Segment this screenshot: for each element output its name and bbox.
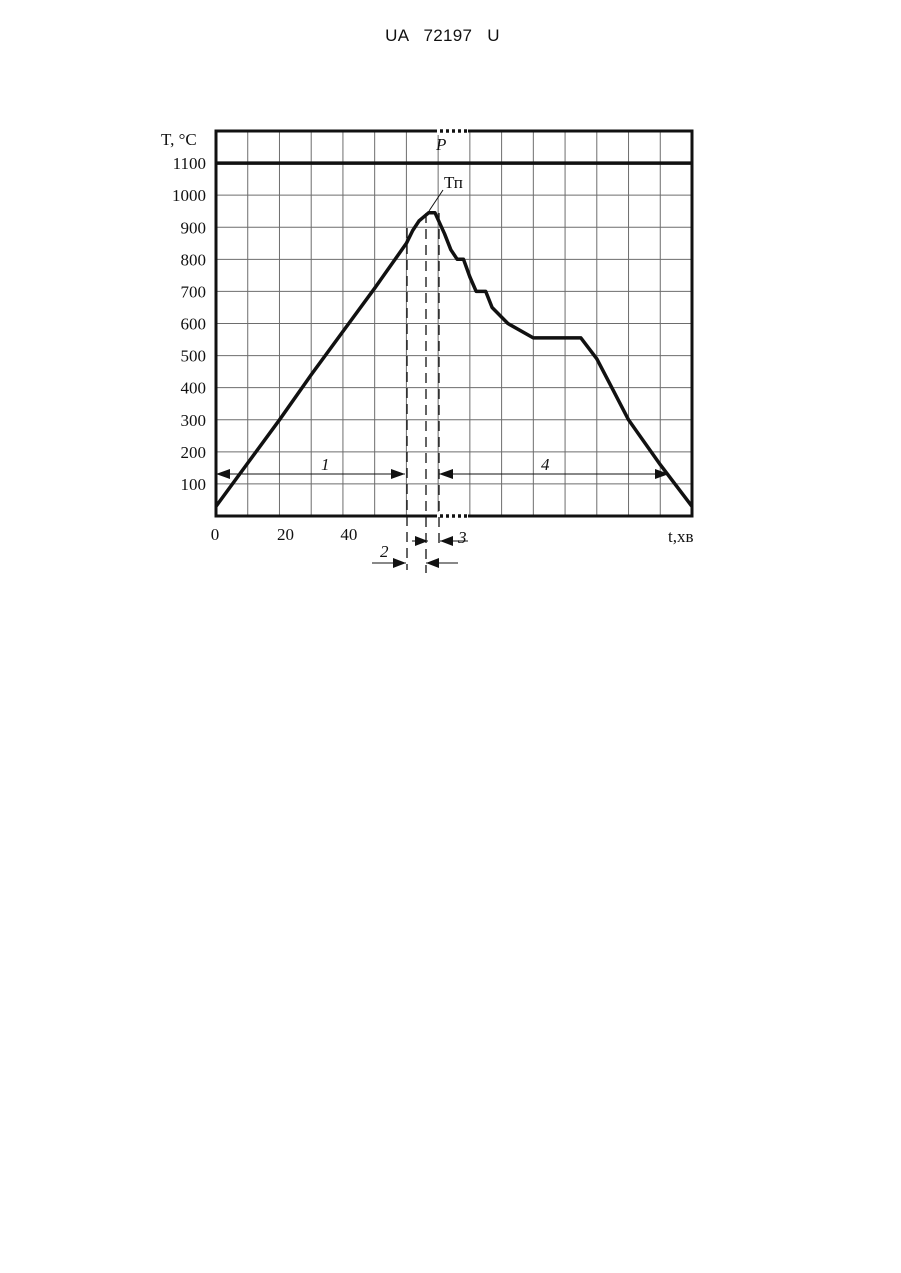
y-tick-label: 100	[181, 475, 207, 494]
x-tick-label: 40	[340, 525, 357, 544]
y-tick-label: 800	[181, 250, 207, 269]
chamber-label-p: P	[435, 135, 446, 154]
temperature-curve	[216, 213, 692, 507]
y-axis-label: T, °C	[161, 130, 197, 149]
arrow-left-icon	[216, 469, 230, 479]
stage-4-label: 4	[541, 455, 550, 474]
y-tick-label: 1100	[173, 154, 206, 173]
stage-1-label: 1	[321, 455, 330, 474]
arrow-right-icon	[391, 469, 405, 479]
x-axis-ticks: 0 20 40	[211, 525, 358, 544]
arrow-left-icon	[426, 558, 439, 568]
stage-3-label: 3	[457, 528, 467, 547]
y-tick-label: 600	[181, 315, 207, 334]
y-tick-label: 900	[181, 218, 207, 237]
y-tick-label: 1000	[172, 186, 206, 205]
y-axis-ticks: 100 200 300 400 500 600 700 800 900 1000 1100	[172, 154, 206, 494]
y-tick-label: 300	[181, 411, 207, 430]
x-tick-label: 20	[277, 525, 294, 544]
y-tick-label: 700	[181, 282, 207, 301]
peak-leader-line	[429, 190, 443, 211]
temperature-chart: 100 200 300 400 500 600 700 800 900 1000 1100 0 20 4…	[0, 0, 901, 620]
stage-2-label: 2	[380, 542, 389, 561]
arrow-left-icon	[440, 536, 453, 546]
x-tick-label: 0	[211, 525, 220, 544]
arrow-right-icon	[393, 558, 406, 568]
y-tick-label: 200	[181, 443, 207, 462]
arrow-left-icon	[439, 469, 453, 479]
y-tick-label: 500	[181, 347, 207, 366]
y-tick-label: 400	[181, 379, 207, 398]
x-axis-label: t,хв	[668, 527, 694, 546]
peak-temperature-label: Тп	[444, 173, 463, 192]
